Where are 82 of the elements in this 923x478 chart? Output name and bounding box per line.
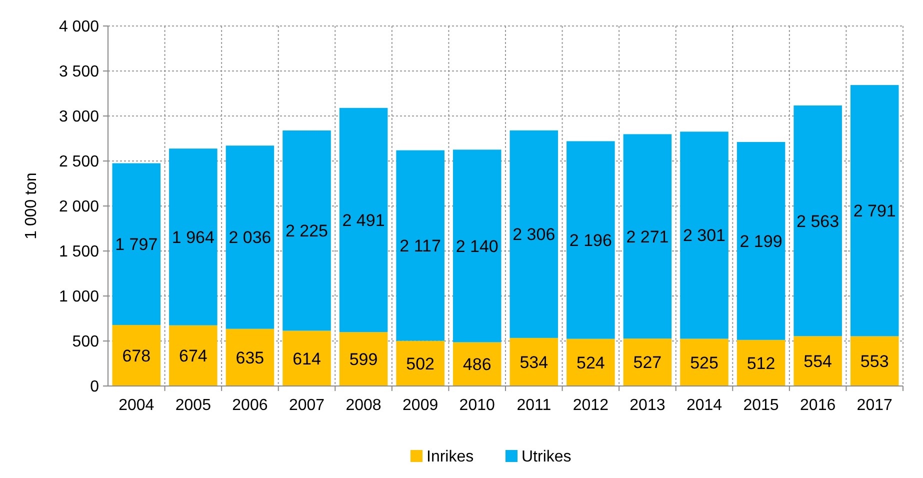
- data-label: 554: [804, 352, 832, 372]
- bar: [452, 150, 502, 342]
- x-tick-label: 2011: [516, 397, 552, 414]
- bar: [623, 338, 672, 386]
- bar: [169, 148, 218, 326]
- bar: [452, 342, 502, 386]
- y-axis-title: 1 000 ton: [23, 172, 40, 240]
- data-label: 1 797: [115, 235, 158, 254]
- x-tick-label: 2006: [232, 397, 268, 414]
- bar: [510, 338, 558, 386]
- y-tick-label: 500: [72, 334, 100, 351]
- bar: [736, 142, 786, 340]
- bar: [680, 132, 728, 339]
- bar: [282, 130, 331, 331]
- data-label: 2 563: [796, 212, 840, 231]
- bar: [510, 130, 558, 338]
- x-tick-label: 2012: [572, 397, 609, 414]
- bar: [112, 163, 161, 325]
- data-label: 524: [576, 353, 605, 372]
- data-label: 486: [462, 355, 492, 374]
- data-label: 614: [292, 349, 321, 368]
- bar: [339, 108, 388, 332]
- data-label: 525: [690, 353, 718, 372]
- bar: [396, 150, 444, 341]
- bar: [794, 336, 842, 386]
- bar: [850, 336, 899, 386]
- bar: [226, 328, 274, 386]
- data-label: 2 271: [626, 227, 669, 246]
- x-tick-label: 2009: [402, 397, 438, 414]
- bar: [282, 330, 331, 386]
- bar: [339, 332, 388, 386]
- data-label: 502: [406, 354, 435, 374]
- y-tick-label: 1 000: [58, 288, 100, 306]
- data-label: 2 036: [228, 228, 272, 248]
- data-label: 599: [349, 350, 378, 369]
- data-label: 1 964: [172, 228, 214, 247]
- x-tick-label: 2004: [118, 397, 154, 414]
- bar: [623, 134, 672, 339]
- legend-label: Inrikes: [426, 448, 474, 466]
- y-tick-label: 3 000: [58, 108, 100, 126]
- y-tick-label: 2 500: [58, 154, 100, 171]
- y-tick-label: 1 500: [58, 244, 100, 261]
- data-label: 674: [178, 346, 208, 366]
- data-label: 512: [746, 354, 776, 373]
- bar: [680, 338, 728, 386]
- data-label: 2 491: [342, 210, 385, 230]
- bar: [396, 340, 444, 386]
- bar: [226, 146, 274, 329]
- x-tick-label: 2014: [686, 397, 722, 414]
- bar: [112, 324, 161, 386]
- bar: [736, 340, 786, 386]
- x-tick-label: 2010: [459, 397, 496, 414]
- data-label: 2 140: [456, 236, 498, 256]
- data-label: 2 117: [400, 236, 441, 256]
- y-tick-label: 0: [90, 378, 100, 396]
- bar: [850, 85, 899, 336]
- x-tick-label: 2013: [630, 397, 666, 414]
- x-tick-label: 2017: [856, 397, 893, 414]
- data-label: 2 791: [853, 202, 896, 221]
- legend-label: Utrikes: [522, 448, 572, 466]
- data-label: 534: [520, 352, 548, 372]
- y-tick-label: 2 000: [58, 198, 100, 216]
- bar: [169, 325, 218, 386]
- data-label: 527: [633, 353, 662, 372]
- data-label: 635: [236, 348, 264, 368]
- data-label: 2 301: [682, 226, 726, 246]
- data-label: 678: [122, 346, 151, 366]
- bar: [566, 141, 615, 339]
- x-tick-label: 2015: [743, 397, 779, 414]
- x-tick-label: 2008: [346, 397, 382, 414]
- data-label: 2 306: [512, 225, 556, 244]
- x-tick-label: 2016: [800, 397, 836, 414]
- y-tick-label: 4 000: [58, 18, 100, 36]
- x-tick-label: 2007: [288, 397, 325, 414]
- x-tick-label: 2005: [175, 397, 212, 414]
- data-label: 2 199: [740, 232, 782, 251]
- bar: [794, 105, 842, 336]
- bar: [566, 338, 615, 386]
- y-tick-label: 3 500: [58, 64, 100, 81]
- data-label: 553: [860, 352, 889, 372]
- data-label: 2 225: [285, 222, 328, 241]
- data-label: 2 196: [569, 230, 612, 250]
